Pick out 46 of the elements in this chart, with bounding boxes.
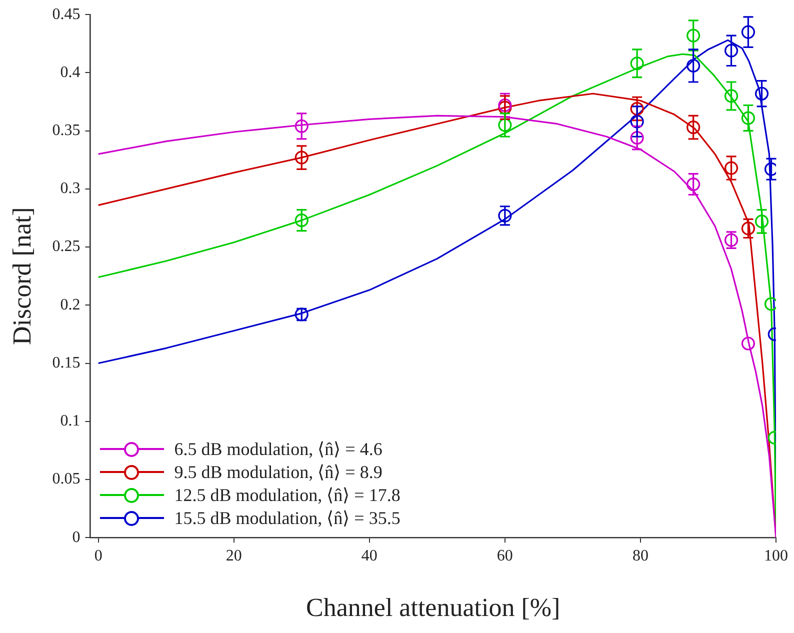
x-tick-label: 80 [632, 547, 648, 564]
x-tick-label: 60 [496, 547, 513, 564]
y-tick-label: 0.15 [52, 354, 80, 372]
y-tick-label: 0.45 [52, 6, 80, 23]
point [630, 130, 644, 145]
y-tick-label: 0.4 [60, 64, 80, 81]
point [630, 102, 644, 116]
y-tick-label: 0.05 [52, 470, 80, 488]
point [294, 119, 308, 133]
point [630, 56, 644, 70]
point [686, 28, 700, 42]
y-tick-label: 0.25 [52, 238, 80, 256]
y-tick-label: 0.35 [52, 122, 80, 140]
point [686, 177, 700, 192]
point [724, 89, 738, 103]
point [741, 336, 756, 350]
legend-label: 15.5 dB modulation, ⟨n̂⟩ = 35.5 [174, 506, 400, 530]
point [498, 118, 512, 132]
point [741, 25, 756, 39]
point [294, 214, 308, 228]
legend-label: 9.5 dB modulation, ⟨n̂⟩ = 8.9 [174, 460, 382, 484]
legend-label: 12.5 dB modulation, ⟨n̂⟩ = 17.8 [174, 484, 400, 507]
point [754, 214, 769, 228]
point [724, 44, 738, 58]
point [294, 150, 308, 164]
y-tick-label: 0.2 [60, 296, 80, 314]
x-tick-label: 100 [764, 547, 788, 564]
point [498, 98, 512, 112]
point [741, 111, 756, 125]
point [498, 208, 512, 222]
legend-label: 6.5 dB modulation, ⟨n̂⟩ = 4.6 [174, 438, 382, 461]
x-axis-title: Channel attenuation [%] [306, 593, 560, 622]
x-tick-label: 40 [361, 547, 378, 564]
point [724, 161, 738, 175]
point [741, 222, 756, 236]
point [686, 58, 700, 73]
x-tick-label: 0 [94, 547, 102, 564]
y-tick-label: 0.3 [60, 180, 80, 198]
y-tick-label: 0.1 [60, 412, 80, 430]
point [630, 114, 644, 128]
y-axis-title: Discord [nat] [7, 207, 36, 346]
point [686, 120, 700, 134]
y-tick-label: 0 [72, 528, 80, 546]
point [754, 86, 769, 100]
point [498, 100, 512, 114]
x-tick-label: 20 [226, 547, 242, 564]
